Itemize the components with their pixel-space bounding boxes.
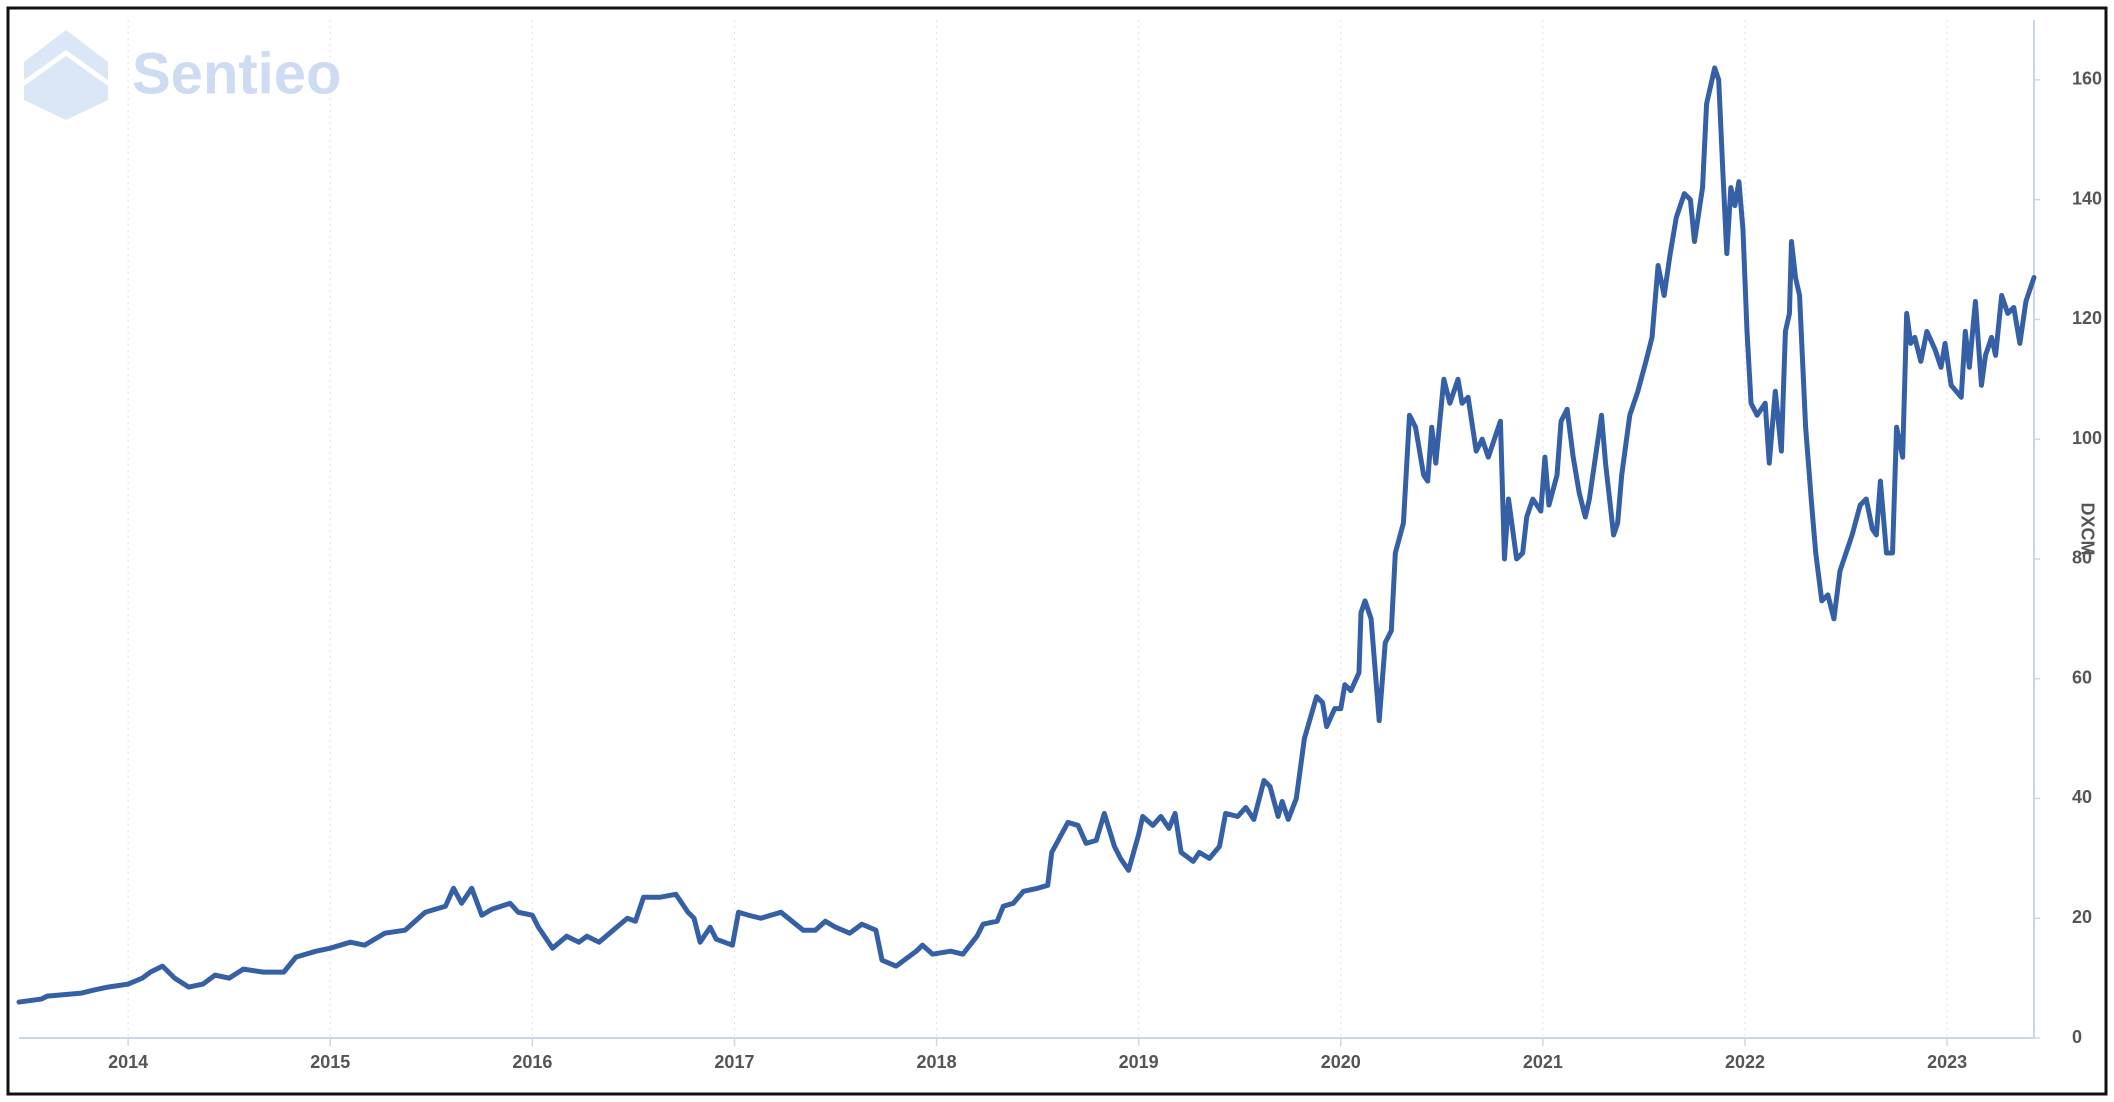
x-tick-label: 2017 xyxy=(714,1052,754,1072)
y-tick-label: 80 xyxy=(2072,548,2092,568)
x-tick-label: 2022 xyxy=(1725,1052,1765,1072)
y-axis-title: DXCM xyxy=(2077,503,2097,556)
y-tick-label: 140 xyxy=(2072,188,2102,208)
y-tick-label: 160 xyxy=(2072,69,2102,89)
y-tick-label: 120 xyxy=(2072,308,2102,328)
y-tick-label: 40 xyxy=(2072,787,2092,807)
x-tick-label: 2023 xyxy=(1927,1052,1967,1072)
y-tick-label: 100 xyxy=(2072,428,2102,448)
watermark-text: Sentieo xyxy=(132,41,342,106)
x-tick-label: 2021 xyxy=(1523,1052,1563,1072)
x-tick-label: 2016 xyxy=(512,1052,552,1072)
x-tick-label: 2019 xyxy=(1119,1052,1159,1072)
x-tick-label: 2015 xyxy=(310,1052,350,1072)
y-tick-label: 0 xyxy=(2072,1027,2082,1047)
y-tick-label: 20 xyxy=(2072,907,2092,927)
y-tick-label: 60 xyxy=(2072,667,2092,687)
watermark-logo xyxy=(24,30,108,120)
x-tick-label: 2014 xyxy=(108,1052,148,1072)
price-line xyxy=(16,65,2037,1005)
frame xyxy=(6,6,2108,1096)
x-tick-label: 2020 xyxy=(1321,1052,1361,1072)
x-tick-label: 2018 xyxy=(917,1052,957,1072)
